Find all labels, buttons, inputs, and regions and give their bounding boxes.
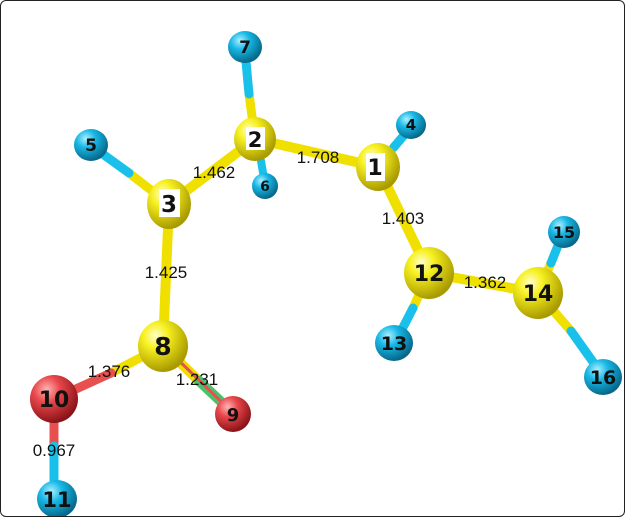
bond-length-c1-c12: 1.403 <box>382 209 425 228</box>
atom-c8: 8 <box>138 320 188 372</box>
atom-label-8: 8 <box>154 332 171 361</box>
atom-h16: 16 <box>584 359 622 395</box>
atom-h7: 7 <box>228 31 262 63</box>
atom-label-12: 12 <box>414 262 445 287</box>
atom-h11: 11 <box>37 480 77 516</box>
bond-length-c8-o10: 1.376 <box>88 362 131 381</box>
bond-length-c1-c2: 1.708 <box>297 148 340 167</box>
bond-length-c2-c3: 1.462 <box>193 163 236 182</box>
bonds <box>49 46 608 501</box>
atom-o9: 9 <box>215 396 251 432</box>
atom-label-13: 13 <box>381 333 407 355</box>
atom-label-14: 14 <box>523 282 554 307</box>
atom-label-5: 5 <box>85 136 97 156</box>
atoms: 7 5 4 6 15 13 16 11 <box>30 31 622 516</box>
atom-c1: 1 <box>356 143 400 191</box>
atom-label-9: 9 <box>227 405 240 426</box>
atom-c12: 12 <box>404 247 454 299</box>
atom-h4: 4 <box>396 111 426 139</box>
bond-length-c8-o9: 1.231 <box>176 370 219 389</box>
atom-h6: 6 <box>252 173 278 199</box>
atom-label-6: 6 <box>260 179 270 195</box>
atom-c3: 3 <box>147 179 191 229</box>
atom-label-10: 10 <box>39 388 70 413</box>
atom-h13: 13 <box>375 325 413 361</box>
atom-label-2: 2 <box>248 128 263 152</box>
atom-c2: 2 <box>234 117 276 161</box>
atom-label-3: 3 <box>161 192 177 218</box>
bond-length-o10-h11: 0.967 <box>33 441 76 460</box>
atom-label-16: 16 <box>590 367 616 389</box>
atom-c14: 14 <box>513 267 563 319</box>
atom-h15: 15 <box>548 216 580 248</box>
atom-label-1: 1 <box>367 156 382 181</box>
atom-h5: 5 <box>74 129 108 161</box>
atom-label-4: 4 <box>406 116 416 134</box>
atom-label-11: 11 <box>42 488 71 512</box>
bond-length-c3-c8: 1.425 <box>145 263 188 282</box>
atom-o10: 10 <box>30 375 78 423</box>
bond-length-c12-c14: 1.362 <box>464 273 507 292</box>
bond-length-labels: 1.462 1.708 1.403 1.425 1.362 1.376 1.23… <box>33 148 507 460</box>
atom-label-7: 7 <box>239 38 251 58</box>
atom-label-15: 15 <box>553 223 575 242</box>
